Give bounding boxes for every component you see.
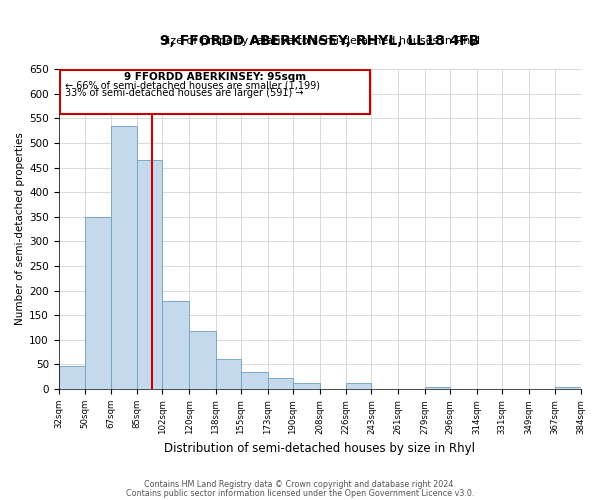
Bar xyxy=(425,386,450,389)
Title: Size of property relative to semi-detached houses in Rhyl: Size of property relative to semi-detach… xyxy=(160,36,479,46)
Bar xyxy=(241,372,268,389)
Text: Contains public sector information licensed under the Open Government Licence v3: Contains public sector information licen… xyxy=(126,488,474,498)
Bar xyxy=(555,386,581,389)
Text: 9, FFORDD ABERKINSEY, RHYL, LL18 4FB: 9, FFORDD ABERKINSEY, RHYL, LL18 4FB xyxy=(160,34,479,48)
Text: 33% of semi-detached houses are larger (591) →: 33% of semi-detached houses are larger (… xyxy=(65,88,303,98)
Bar xyxy=(268,378,293,389)
Text: ← 66% of semi-detached houses are smaller (1,199): ← 66% of semi-detached houses are smalle… xyxy=(65,81,320,91)
Text: Contains HM Land Registry data © Crown copyright and database right 2024.: Contains HM Land Registry data © Crown c… xyxy=(144,480,456,489)
Bar xyxy=(85,216,110,389)
Bar xyxy=(293,383,320,389)
Bar xyxy=(137,160,163,389)
Bar xyxy=(60,70,370,114)
Bar xyxy=(163,302,189,389)
X-axis label: Distribution of semi-detached houses by size in Rhyl: Distribution of semi-detached houses by … xyxy=(164,442,475,455)
Bar xyxy=(110,126,137,389)
Y-axis label: Number of semi-detached properties: Number of semi-detached properties xyxy=(15,132,25,326)
Text: 9 FFORDD ABERKINSEY: 95sqm: 9 FFORDD ABERKINSEY: 95sqm xyxy=(124,72,306,83)
Bar xyxy=(189,331,216,389)
Bar xyxy=(216,358,241,389)
Bar xyxy=(346,383,371,389)
Bar xyxy=(59,366,85,389)
